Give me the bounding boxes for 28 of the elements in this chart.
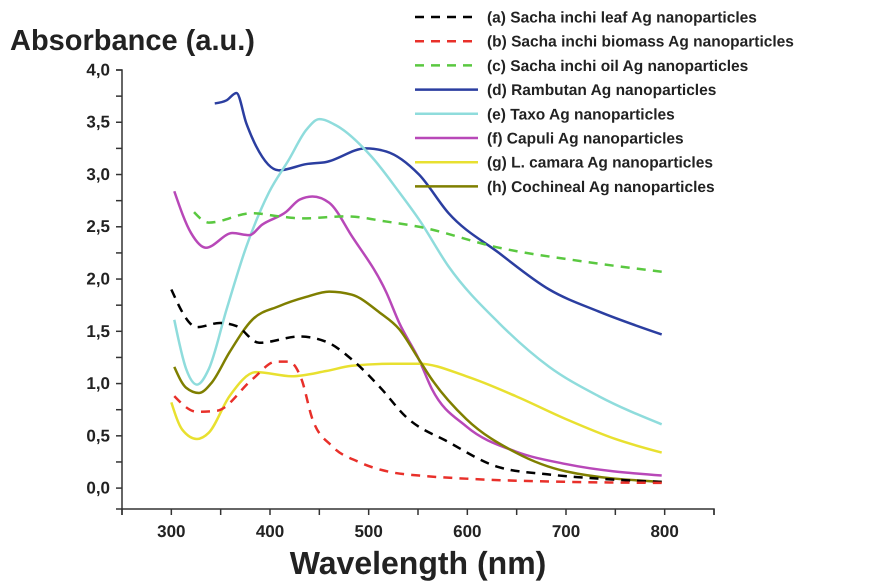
x-axis-title: Wavelength (nm) xyxy=(290,545,546,581)
line-series xyxy=(170,362,663,454)
legend-label: (h) Cochineal Ag nanoparticles xyxy=(487,178,715,196)
x-tick-label: 700 xyxy=(552,522,580,542)
legend-label: (d) Rambutan Ag nanoparticles xyxy=(487,82,716,100)
y-tick-label: 0,0 xyxy=(86,478,110,498)
legend-label: (f) Capuli Ag nanoparticles xyxy=(487,130,684,148)
legend-label: (a) Sacha inchi leaf Ag nanoparticles xyxy=(487,10,757,26)
x-tick-label: 500 xyxy=(354,522,383,542)
legend-label: (g) L. camara Ag nanoparticles xyxy=(487,154,713,172)
y-axis-title: Absorbance (a.u.) xyxy=(10,25,255,57)
line-series xyxy=(192,210,663,273)
y-tick-label: 2,5 xyxy=(86,217,110,236)
x-tick-label: 400 xyxy=(256,522,284,542)
y-tick-label: 3,0 xyxy=(86,164,110,184)
legend-label: (b) Sacha inchi biomass Ag nanoparticles xyxy=(487,34,794,51)
y-tick-label: 1,5 xyxy=(86,322,110,341)
y-tick-label: 4,0 xyxy=(86,60,110,80)
y-tick-label: 2,0 xyxy=(86,269,110,288)
line-series xyxy=(173,360,663,484)
y-tick-label: 3,5 xyxy=(86,112,110,132)
y-tick-label: 1,0 xyxy=(86,374,110,394)
legend-label: (c) Sacha inchi oil Ag nanoparticles xyxy=(487,58,748,75)
x-tick-label: 600 xyxy=(453,522,482,542)
x-tick-label: 800 xyxy=(650,522,679,542)
y-tick-label: 0,5 xyxy=(86,426,110,446)
x-tick-label: 300 xyxy=(157,522,186,542)
legend-label: (e) Taxo Ag nanoparticles xyxy=(487,106,675,124)
